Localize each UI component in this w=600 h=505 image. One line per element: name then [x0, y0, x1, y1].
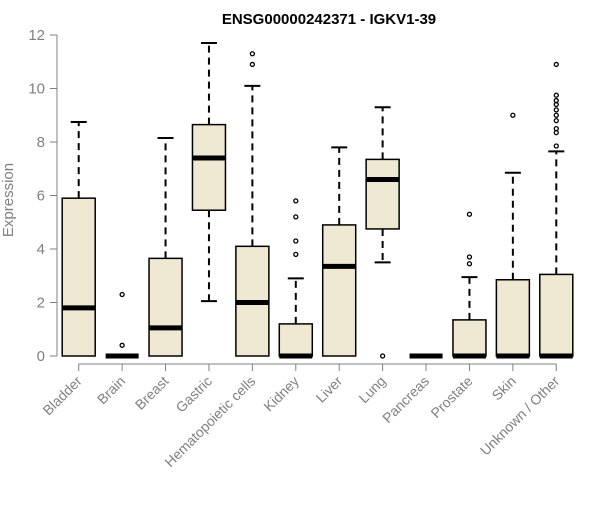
y-tick-label: 8: [37, 134, 45, 151]
y-tick-label: 2: [37, 295, 45, 312]
outlier-point: [466, 211, 473, 217]
outlier-point: [553, 143, 559, 149]
outlier-point: [553, 107, 559, 113]
y-tick-label: 12: [28, 27, 45, 44]
x-tick-label: Kidney: [260, 373, 302, 415]
x-tick-label: Gastric: [172, 373, 215, 416]
x-tick-label: Unknown / Other: [477, 373, 563, 459]
x-tick-label: Bladder: [39, 373, 85, 419]
y-tick-label: 6: [37, 188, 45, 205]
outlier-point: [466, 254, 473, 260]
box-gastric: [191, 42, 227, 303]
y-tick-label: 4: [37, 241, 45, 258]
box-body: [191, 123, 227, 211]
outlier-point: [119, 342, 125, 348]
box-body: [278, 323, 314, 357]
box-skin: [495, 112, 531, 359]
box-body: [495, 279, 531, 357]
box-breast: [148, 136, 183, 357]
outlier-point: [379, 353, 386, 359]
box-group: [61, 42, 574, 359]
box-bladder: [61, 120, 96, 357]
outlier-point: [553, 92, 559, 98]
box-body: [452, 319, 487, 357]
outlier-point: [249, 51, 256, 57]
box-prostate: [452, 211, 487, 359]
outlier-point: [553, 61, 559, 68]
box-body: [321, 224, 357, 357]
outlier-point: [466, 261, 473, 267]
box-body: [61, 197, 96, 357]
box-lung: [365, 106, 400, 359]
x-tick-label: Liver: [313, 373, 346, 406]
x-tick-label: Brain: [94, 373, 128, 407]
outlier-point: [510, 112, 516, 118]
box-hematopoietic-cells: [235, 51, 270, 357]
y-tick-label: 10: [28, 81, 45, 98]
y-axis-label: Expression: [0, 163, 17, 237]
y-tick-label: 0: [37, 348, 45, 365]
box-body: [539, 273, 574, 357]
box-body: [365, 158, 400, 230]
outlier-point: [249, 61, 256, 68]
box-body: [148, 257, 183, 357]
outlier-point: [293, 238, 299, 244]
x-tick-label: Lung: [355, 373, 388, 406]
outlier-point: [553, 125, 559, 132]
y-axis: 0 2 4 6 8 10 12: [28, 27, 58, 365]
outlier-point: [293, 251, 299, 258]
x-tick-label: Breast: [132, 373, 172, 413]
box-liver: [321, 146, 357, 357]
x-tick-label: Prostate: [427, 373, 475, 421]
outlier-point: [553, 97, 559, 104]
chart-title: ENSG00000242371 - IGKV1-39: [222, 11, 436, 28]
outlier-point: [293, 198, 299, 204]
outlier-point: [553, 117, 559, 124]
box-brain: [105, 291, 139, 359]
x-tick-label: Pancreas: [379, 373, 432, 426]
box-unknown-other: [539, 61, 574, 359]
x-tick-label: Skin: [488, 373, 519, 404]
outlier-point: [553, 112, 559, 118]
outlier-point: [119, 291, 125, 298]
box-kidney: [278, 198, 314, 359]
outlier-point: [293, 214, 299, 220]
